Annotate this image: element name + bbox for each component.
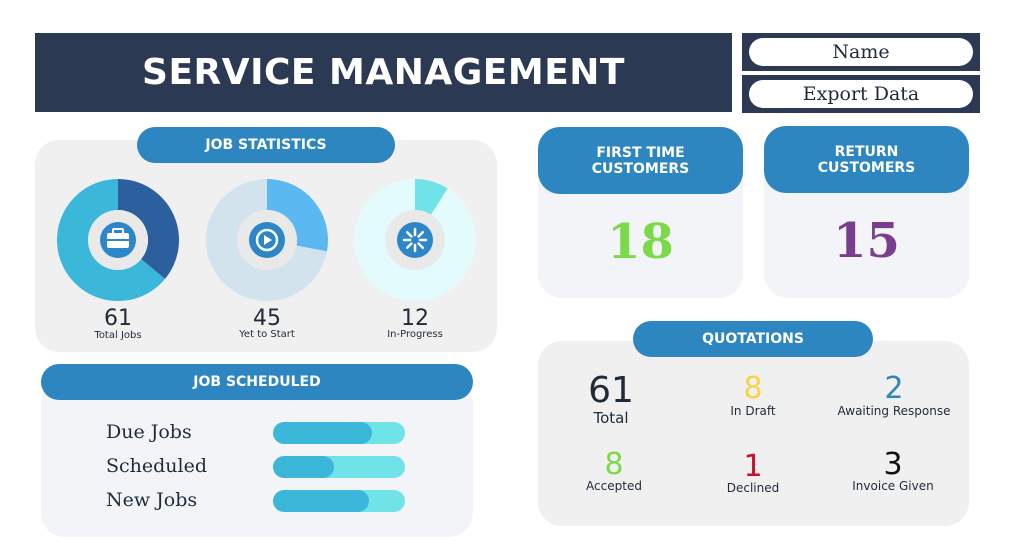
donut-primary-segment — [267, 179, 328, 252]
quotation-invoice-value: 3 — [883, 447, 903, 482]
quotations-title: QUOTATIONS — [633, 321, 873, 357]
donut-primary-segment — [415, 179, 448, 215]
quotation-declined-label: Declined — [726, 481, 780, 495]
return-customers-value: 15 — [833, 213, 900, 269]
scheduled-bar-fill — [273, 456, 334, 478]
name-button[interactable]: Name — [749, 38, 973, 66]
scheduled-label: Scheduled — [106, 455, 208, 477]
play-icon — [249, 222, 285, 258]
donut-secondary-segment — [56, 179, 166, 301]
first-time-customers-title: FIRST TIME CUSTOMERS — [538, 127, 743, 194]
quotation-in-draft-value: 8 — [743, 371, 763, 406]
return-title-line1: RETURN — [834, 143, 899, 160]
total-jobs-value: 61 — [104, 306, 132, 331]
quotation-awaiting-label: Awaiting Response — [837, 404, 951, 418]
yet-to-start-value: 45 — [253, 306, 281, 331]
quotation-accepted-value: 8 — [604, 447, 624, 482]
header-bar — [35, 33, 732, 112]
in-progress-value: 12 — [401, 306, 429, 331]
new-jobs-bar — [273, 490, 405, 512]
briefcase-icon — [100, 222, 136, 258]
donut-in-progress — [354, 179, 476, 301]
new-jobs-bar-fill — [273, 490, 370, 512]
quotation-invoice-label: Invoice Given — [852, 479, 934, 493]
in-progress-label: In-Progress — [387, 329, 443, 340]
quotation-accepted-label: Accepted — [586, 479, 642, 493]
due-jobs-label: Due Jobs — [106, 421, 192, 443]
donut-secondary-segment — [206, 179, 327, 301]
first-time-customers-value: 18 — [607, 214, 674, 270]
quotation-awaiting-value: 2 — [884, 371, 904, 406]
donut-yet-to-start — [206, 179, 328, 301]
return-title-line2: CUSTOMERS — [817, 159, 916, 176]
loading-icon — [397, 222, 433, 258]
donut-total-jobs — [56, 179, 179, 301]
job-statistics-donuts — [56, 179, 476, 301]
job-scheduled-title: JOB SCHEDULED — [41, 364, 473, 400]
first-time-title-line1: FIRST TIME — [596, 144, 685, 161]
quotation-total-value: 61 — [588, 370, 634, 411]
yet-to-start-label: Yet to Start — [239, 329, 295, 340]
first-time-title-line2: CUSTOMERS — [591, 160, 690, 177]
due-jobs-bar — [273, 422, 405, 444]
due-jobs-bar-fill — [273, 422, 372, 444]
job-statistics-title: JOB STATISTICS — [137, 127, 395, 163]
new-jobs-label: New Jobs — [106, 489, 198, 511]
quotation-total-label: Total — [593, 409, 629, 427]
scheduled-bar — [273, 456, 405, 478]
return-customers-title: RETURN CUSTOMERS — [764, 126, 969, 193]
quotations-panel — [538, 341, 969, 526]
quotation-in-draft-label: In Draft — [730, 404, 776, 418]
total-jobs-label: Total Jobs — [94, 330, 142, 341]
donut-secondary-segment — [354, 179, 476, 301]
page-title: SERVICE MANAGEMENT — [142, 52, 625, 93]
export-data-button[interactable]: Export Data — [749, 80, 973, 108]
donut-primary-segment — [118, 179, 179, 279]
quotation-declined-value: 1 — [743, 449, 763, 484]
